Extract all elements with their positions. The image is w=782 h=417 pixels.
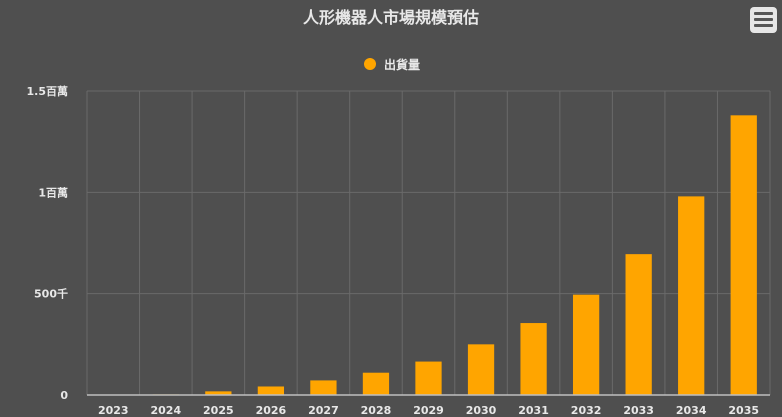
bar[interactable] [205,391,232,395]
x-tick-label: 2034 [676,404,707,417]
bar[interactable] [310,380,337,395]
y-tick-label: 1.5百萬 [27,84,69,98]
x-tick-label: 2027 [308,404,339,417]
x-tick-label: 2032 [571,404,602,417]
y-tick-label: 1百萬 [38,185,68,199]
bar[interactable] [415,361,442,395]
x-tick-label: 2031 [518,404,549,417]
bar[interactable] [678,196,705,395]
bar[interactable] [520,323,547,395]
x-tick-label: 2028 [361,404,392,417]
x-tick-label: 2025 [203,404,234,417]
bar[interactable] [257,386,285,395]
bar[interactable] [362,372,390,395]
legend-marker[interactable] [364,58,376,70]
x-tick-label: 2030 [466,404,497,417]
legend-label[interactable]: 出貨量 [384,57,420,72]
chart-title: 人形機器人市場規模預估 [302,8,479,27]
bar[interactable] [625,254,652,395]
bar[interactable] [572,294,600,395]
x-tick-label: 2026 [256,404,287,417]
bar[interactable] [467,344,495,395]
x-tick-label: 2024 [150,404,181,417]
x-tick-label: 2029 [413,404,444,417]
hamburger-menu-icon[interactable] [750,7,777,33]
y-tick-label: 500千 [34,287,68,301]
y-tick-label: 0 [60,389,68,402]
bar[interactable] [730,115,757,395]
x-tick-label: 2035 [728,404,759,417]
x-tick-label: 2023 [98,404,129,417]
x-tick-label: 2033 [623,404,654,417]
